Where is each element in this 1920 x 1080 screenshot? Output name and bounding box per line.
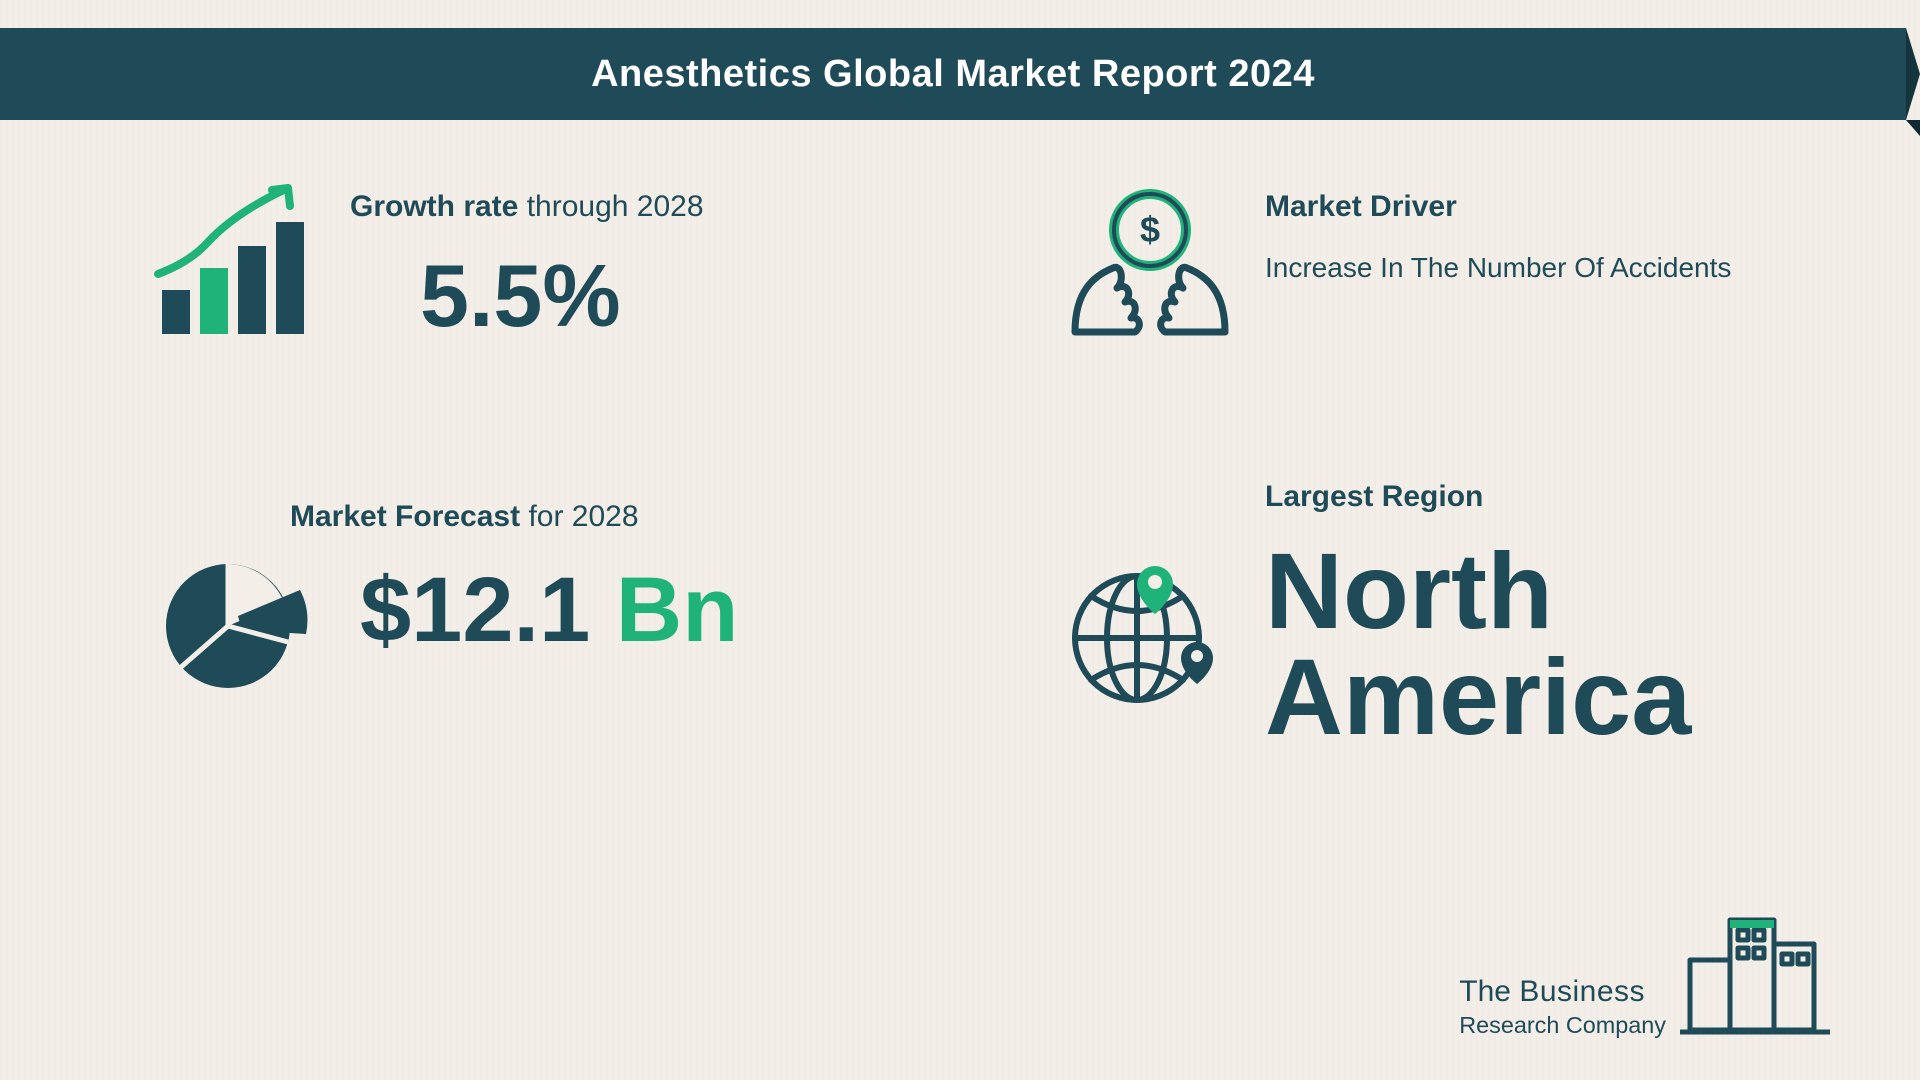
forecast-value-number: 12.1 <box>411 559 590 661</box>
right-column: Market Driver Increase In The Number Of … <box>1015 190 1840 980</box>
region-value-line2: America <box>1265 636 1691 757</box>
logo-buildings-icon <box>1680 890 1830 1040</box>
growth-label: Growth rate through 2028 <box>350 190 935 224</box>
driver-block: Market Driver Increase In The Number Of … <box>1055 190 1840 284</box>
header-notch <box>1906 28 1920 120</box>
forecast-label: Market Forecast for 2028 <box>290 500 935 534</box>
region-block: Largest Region North America <box>1055 480 1840 750</box>
growth-label-strong: Growth rate <box>350 190 518 223</box>
logo-line1: The Business <box>1459 973 1666 1011</box>
left-column: Growth rate through 2028 5.5% <box>150 190 975 980</box>
forecast-block: Market Forecast for 2028 $12.1 Bn <box>150 500 935 656</box>
hands-dollar-icon: $ <box>1055 172 1245 362</box>
content-grid: Growth rate through 2028 5.5% <box>150 190 1840 980</box>
driver-text: Increase In The Number Of Accidents <box>1265 252 1840 284</box>
logo-line1-b: Business <box>1519 975 1645 1008</box>
growth-value: 5.5% <box>420 252 935 340</box>
region-value-line1: North <box>1265 530 1553 651</box>
forecast-value-prefix: $ <box>360 559 411 661</box>
growth-label-rest: through 2028 <box>518 190 703 223</box>
logo-line1-a: The <box>1459 975 1519 1008</box>
forecast-label-rest: for 2028 <box>520 500 638 533</box>
header-fold <box>1906 120 1920 136</box>
bar-chart-up-icon <box>140 182 330 352</box>
pie-chart-icon <box>150 544 310 704</box>
page-title: Anesthetics Global Market Report 2024 <box>591 53 1315 96</box>
globe-pins-icon <box>1055 540 1235 720</box>
driver-label: Market Driver <box>1265 190 1840 224</box>
svg-text:$: $ <box>1140 209 1160 250</box>
brand-logo: The Business Research Company <box>1459 890 1830 1040</box>
forecast-value: $12.1 Bn <box>360 564 935 656</box>
region-value: North America <box>1265 538 1840 750</box>
growth-block: Growth rate through 2028 5.5% <box>150 190 935 340</box>
logo-line2: Research Company <box>1459 1011 1666 1040</box>
header-bar: Anesthetics Global Market Report 2024 <box>0 28 1906 120</box>
forecast-value-suffix: Bn <box>590 559 738 661</box>
region-label: Largest Region <box>1265 480 1840 514</box>
forecast-label-strong: Market Forecast <box>290 500 520 533</box>
